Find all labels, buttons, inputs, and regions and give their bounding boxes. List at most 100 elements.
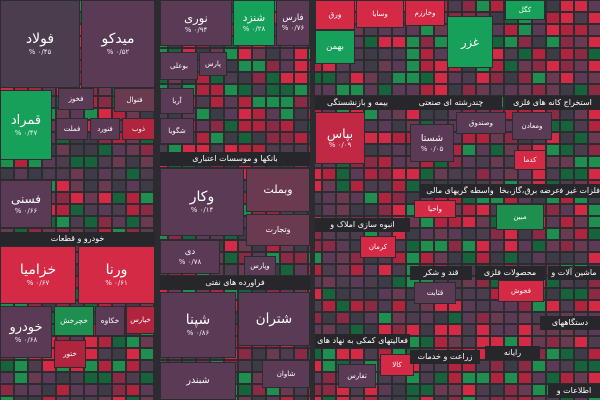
- filler-cell: [322, 396, 336, 400]
- filler-cell: [84, 156, 98, 168]
- filler-cell: [294, 348, 308, 360]
- filler-cell: [364, 348, 378, 360]
- filler-cell: [294, 84, 308, 96]
- sector-label: بیمه و بازنشستگی: [315, 96, 400, 110]
- filler-cell: [364, 72, 378, 84]
- filler-cell: [252, 132, 266, 144]
- filler-cell: [574, 336, 588, 348]
- filler-cell: [378, 264, 392, 276]
- filler-cell: [210, 96, 224, 108]
- stock-name: شستا: [420, 132, 444, 144]
- filler-cell: [462, 240, 476, 252]
- filler-cell: [560, 204, 574, 216]
- filler-cell: [518, 84, 532, 96]
- filler-cell: [252, 60, 266, 72]
- stock-name: وتجارت: [265, 225, 291, 234]
- filler-cell: [140, 348, 154, 360]
- filler-cell: [588, 204, 600, 216]
- filler-cell: [364, 144, 378, 156]
- filler-cell: [546, 84, 560, 96]
- filler-cell: [70, 180, 84, 192]
- filler-cell: [238, 132, 252, 144]
- filler-cell: [546, 336, 560, 348]
- filler-cell: [518, 312, 532, 324]
- filler-cell: [84, 144, 98, 156]
- filler-cell: [406, 36, 420, 48]
- filler-cell: [546, 348, 560, 360]
- stock-tile: فنوال: [114, 88, 155, 112]
- filler-cell: [392, 48, 406, 60]
- filler-cell: [112, 144, 126, 156]
- filler-cell: [546, 48, 560, 60]
- filler-cell: [532, 372, 546, 384]
- stock-tile: وکار ۰/۱۴ %: [160, 168, 244, 236]
- filler-cell: [126, 204, 140, 216]
- stock-tile: فملت: [56, 118, 88, 140]
- filler-cell: [574, 252, 588, 264]
- sector-label: فراورده های نفتی: [160, 276, 310, 290]
- filler-cell: [126, 396, 140, 400]
- stock-name: وخارزم: [414, 8, 436, 17]
- filler-cell: [126, 336, 140, 348]
- filler-cell: [434, 240, 448, 252]
- filler-cell: [378, 396, 392, 400]
- filler-cell: [364, 396, 378, 400]
- filler-cell: [504, 252, 518, 264]
- filler-cell: [280, 108, 294, 120]
- filler-cell: [364, 288, 378, 300]
- filler-cell: [322, 348, 336, 360]
- stock-change: ۰/۶۱ %: [105, 279, 128, 288]
- filler-cell: [462, 372, 476, 384]
- filler-cell: [560, 288, 574, 300]
- filler-cell: [140, 384, 154, 396]
- filler-cell: [462, 156, 476, 168]
- filler-cell: [266, 108, 280, 120]
- filler-cell: [364, 132, 378, 144]
- filler-cell: [280, 60, 294, 72]
- filler-cell: [574, 372, 588, 384]
- stock-name: ختور: [63, 349, 77, 358]
- filler-cell: [70, 168, 84, 180]
- filler-cell: [0, 396, 14, 400]
- filler-cell: [434, 36, 448, 48]
- filler-cell: [560, 228, 574, 240]
- filler-cell: [252, 96, 266, 108]
- filler-cell: [28, 372, 42, 384]
- filler-cell: [532, 24, 546, 36]
- filler-cell: [336, 300, 350, 312]
- filler-cell: [574, 228, 588, 240]
- filler-cell: [364, 156, 378, 168]
- filler-cell: [448, 0, 462, 12]
- filler-cell: [56, 192, 70, 204]
- filler-cell: [546, 0, 560, 12]
- filler-cell: [252, 108, 266, 120]
- stock-change: ۰/۱۴ %: [190, 206, 214, 215]
- filler-cell: [350, 204, 364, 216]
- filler-cell: [588, 216, 600, 228]
- filler-cell: [532, 48, 546, 60]
- filler-cell: [504, 372, 518, 384]
- filler-cell: [406, 72, 420, 84]
- filler-cell: [588, 372, 600, 384]
- stock-tile: فولاد ۰/۴۵ %: [0, 0, 80, 88]
- stock-change: ۰/۶۷ %: [26, 279, 50, 288]
- filler-cell: [378, 48, 392, 60]
- filler-cell: [392, 60, 406, 72]
- filler-cell: [98, 180, 112, 192]
- filler-cell: [574, 72, 588, 84]
- filler-cell: [364, 264, 378, 276]
- stock-tile: آریا: [160, 88, 194, 114]
- filler-cell: [336, 252, 350, 264]
- filler-cell: [434, 84, 448, 96]
- filler-cell: [420, 324, 434, 336]
- filler-cell: [504, 60, 518, 72]
- stock-name: کالا: [392, 360, 402, 369]
- filler-cell: [406, 324, 420, 336]
- filler-cell: [588, 252, 600, 264]
- sector-label: اطلاعات و: [548, 384, 600, 398]
- filler-cell: [588, 300, 600, 312]
- filler-cell: [448, 168, 462, 180]
- filler-cell: [560, 240, 574, 252]
- filler-cell: [266, 84, 280, 96]
- sector-label: دستگاههای: [540, 316, 600, 330]
